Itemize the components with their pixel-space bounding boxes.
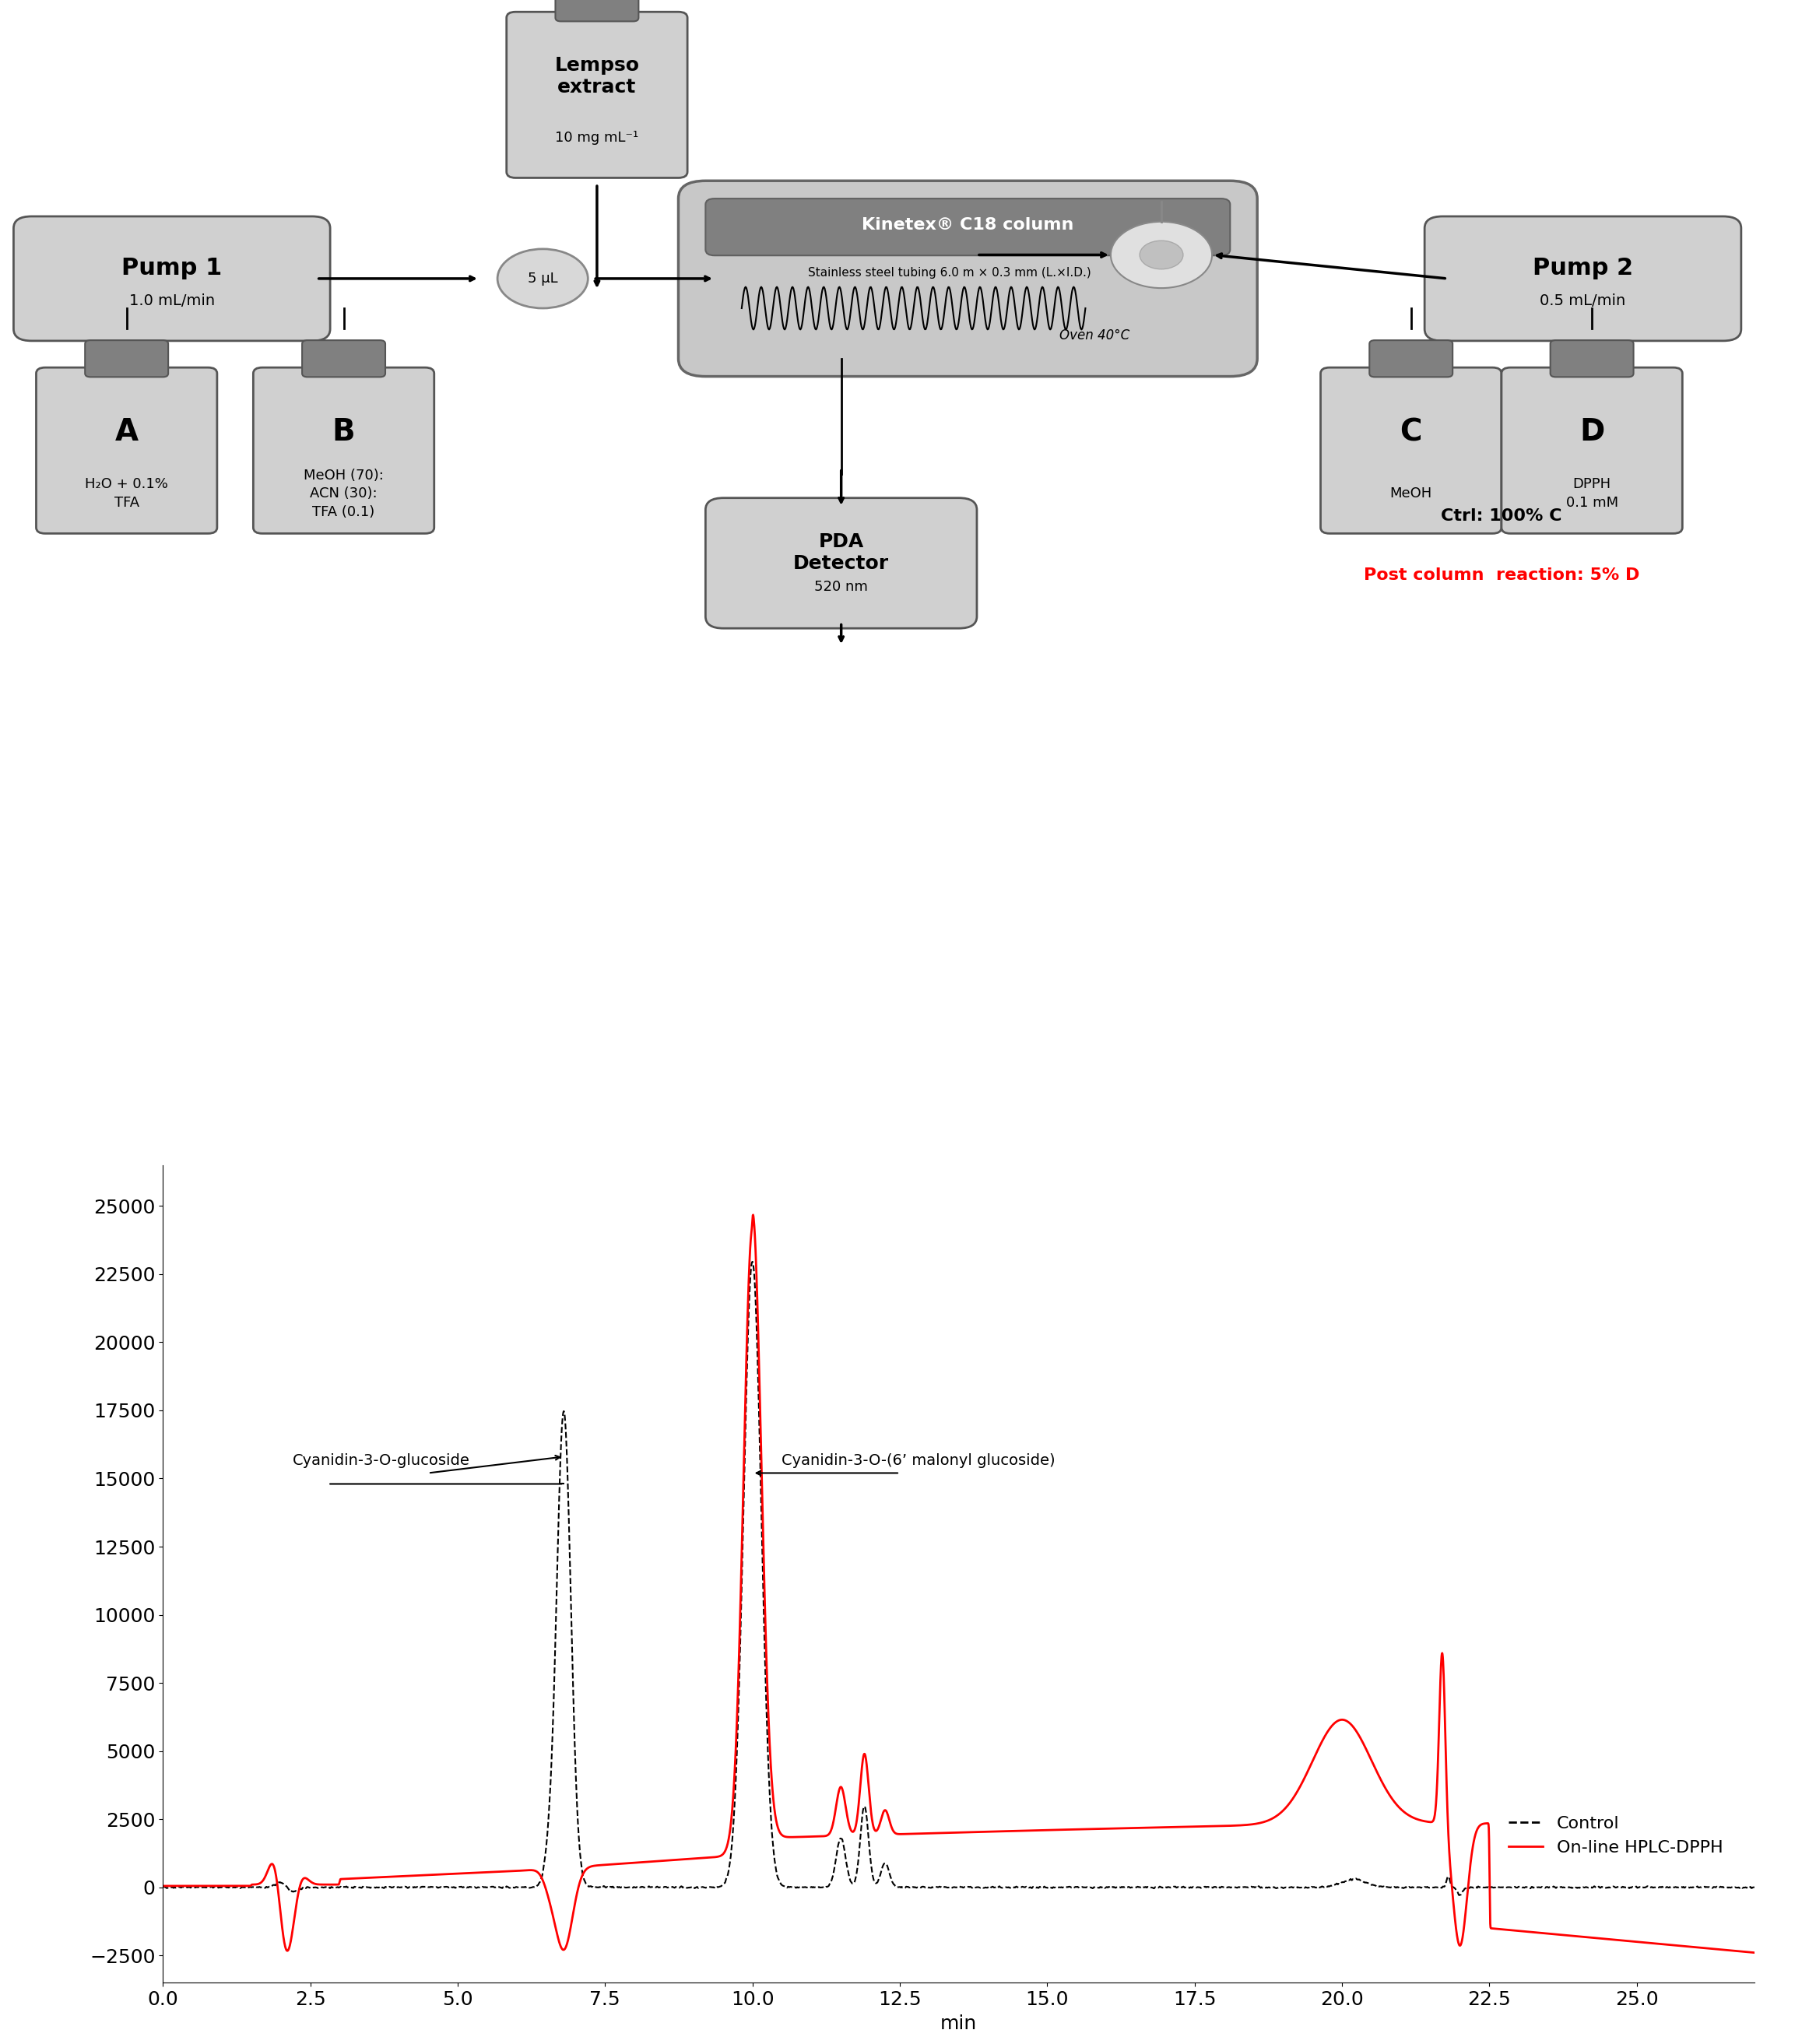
Legend: Control, On-line HPLC-DPPH: Control, On-line HPLC-DPPH [1501, 1809, 1729, 1862]
FancyBboxPatch shape [1425, 217, 1740, 341]
Text: B: B [333, 417, 355, 448]
Text: MeOH (70):
ACN (30):
TFA (0.1): MeOH (70): ACN (30): TFA (0.1) [304, 468, 384, 519]
Text: Ctrl: 100% C: Ctrl: 100% C [1442, 507, 1561, 523]
Text: C: C [1400, 417, 1422, 448]
FancyBboxPatch shape [1501, 368, 1682, 533]
FancyBboxPatch shape [507, 12, 687, 178]
Text: H₂O + 0.1%
TFA: H₂O + 0.1% TFA [85, 478, 168, 509]
Text: MeOH: MeOH [1389, 486, 1433, 501]
Text: Post column  reaction: 5% D: Post column reaction: 5% D [1364, 566, 1639, 583]
Text: 5 μL: 5 μL [528, 272, 557, 286]
Text: Oven 40°C: Oven 40°C [1060, 329, 1129, 343]
FancyBboxPatch shape [36, 368, 217, 533]
Circle shape [1140, 241, 1183, 270]
FancyBboxPatch shape [14, 217, 329, 341]
Text: 1.0 mL/min: 1.0 mL/min [128, 294, 215, 309]
Text: 0.5 mL/min: 0.5 mL/min [1539, 294, 1626, 309]
Text: 520 nm: 520 nm [814, 580, 868, 593]
FancyBboxPatch shape [302, 339, 385, 376]
X-axis label: min: min [941, 2013, 977, 2034]
Text: Pump 2: Pump 2 [1532, 258, 1634, 280]
FancyBboxPatch shape [706, 499, 977, 628]
Text: 10 mg mL⁻¹: 10 mg mL⁻¹ [555, 131, 639, 145]
FancyBboxPatch shape [253, 368, 434, 533]
Text: Cyanidin-3-O-(6’ malonyl glucoside): Cyanidin-3-O-(6’ malonyl glucoside) [781, 1453, 1056, 1468]
Text: Stainless steel tubing 6.0 m × 0.3 mm (L.×I.D.): Stainless steel tubing 6.0 m × 0.3 mm (L… [809, 268, 1091, 278]
FancyBboxPatch shape [1321, 368, 1501, 533]
FancyBboxPatch shape [1550, 339, 1634, 376]
FancyBboxPatch shape [706, 198, 1230, 256]
Circle shape [1111, 221, 1212, 288]
FancyBboxPatch shape [678, 180, 1257, 376]
FancyBboxPatch shape [85, 339, 168, 376]
Text: DPPH
0.1 mM: DPPH 0.1 mM [1567, 478, 1617, 509]
Text: A: A [116, 417, 137, 448]
Text: PDA
Detector: PDA Detector [794, 531, 888, 572]
Text: Pump 1: Pump 1 [121, 258, 223, 280]
Text: Cyanidin-3-O-glucoside: Cyanidin-3-O-glucoside [293, 1453, 470, 1468]
FancyBboxPatch shape [555, 0, 639, 20]
Text: Lempso
extract: Lempso extract [555, 55, 639, 96]
Circle shape [497, 249, 588, 309]
Text: D: D [1579, 417, 1605, 448]
Text: Kinetex® C18 column: Kinetex® C18 column [861, 217, 1075, 233]
FancyBboxPatch shape [1369, 339, 1453, 376]
